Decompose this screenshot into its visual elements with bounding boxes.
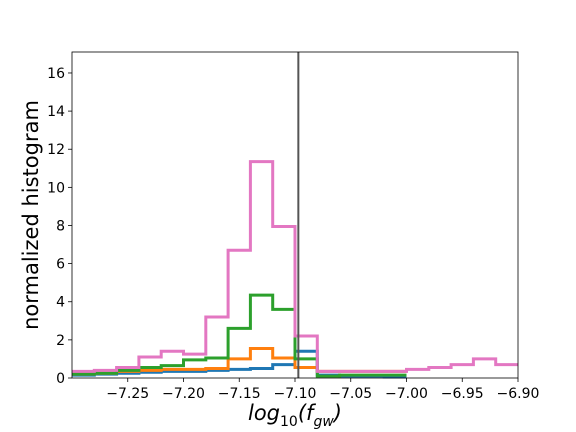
x-tick-label: −6.90: [497, 386, 540, 402]
x-tick-label: −7.15: [218, 386, 261, 402]
y-axis-label: normalized histogram: [19, 100, 43, 330]
x-axis-label-log: log: [248, 401, 280, 425]
x-tick-label: −7.20: [162, 386, 205, 402]
x-axis-label-argument-open: (f: [298, 401, 317, 425]
y-tick-label: 12: [47, 142, 65, 158]
y-tick-label: 2: [56, 333, 65, 349]
y-tick-label: 8: [56, 218, 65, 234]
y-axis-ticks: 0 2 4 6 8 10 12 14 16: [47, 66, 72, 387]
x-axis-label: log10(fgw): [248, 401, 342, 430]
x-axis-label-argument-close: ): [332, 401, 342, 425]
y-tick-label: 10: [47, 180, 65, 196]
y-tick-label: 16: [47, 66, 65, 82]
x-tick-label: −7.05: [329, 386, 372, 402]
x-axis-ticks: −7.25 −7.20 −7.15 −7.10 −7.05 −7.00 −6.95 −6.90: [106, 378, 539, 402]
x-tick-label: −6.95: [441, 386, 484, 402]
x-axis-label-argument-subscript: gw: [313, 414, 334, 430]
y-tick-label: 14: [47, 104, 65, 120]
y-tick-label: 0: [56, 371, 65, 387]
x-tick-label: −7.10: [274, 386, 317, 402]
x-tick-label: −7.25: [106, 386, 149, 402]
x-tick-label: −7.00: [385, 386, 428, 402]
series-layer: [72, 160, 518, 379]
x-axis-label-subscript: 10: [280, 414, 298, 430]
y-tick-label: 6: [56, 257, 65, 273]
histogram-series-3: [72, 293, 407, 378]
histogram-series-4: [72, 160, 518, 373]
histogram-series-1: [72, 349, 407, 379]
y-tick-label: 4: [56, 295, 65, 311]
